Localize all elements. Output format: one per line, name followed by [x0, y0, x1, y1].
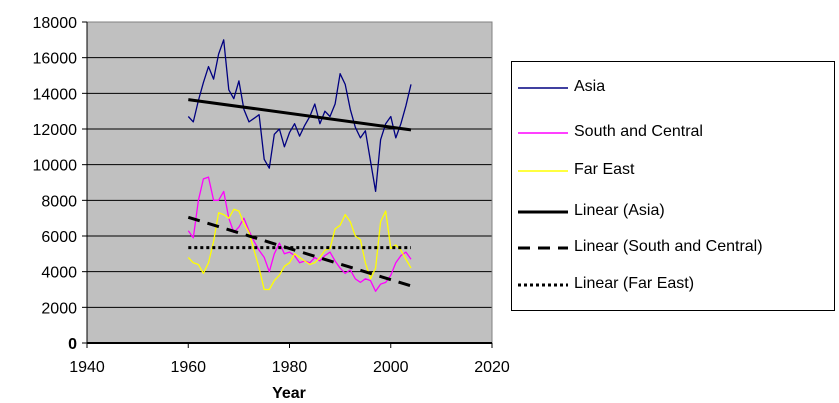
series-line-3: [188, 98, 412, 132]
legend-item: Linear (South and Central): [512, 236, 834, 260]
series-line-2: [187, 208, 412, 291]
legend-swatch: [518, 170, 568, 172]
y-tick-label: 16000: [33, 51, 78, 68]
y-tick-label: 14000: [33, 86, 78, 103]
legend-item: Linear (Far East): [512, 273, 834, 297]
legend: Asia South and Central Far East Linear (Asi…: [511, 61, 835, 311]
legend-item: Far East: [512, 159, 834, 183]
legend-label: Asia: [574, 78, 606, 95]
legend-label: South and Central: [574, 123, 703, 140]
series-layer: [187, 39, 412, 292]
legend-swatch: [518, 87, 568, 89]
y-tick-label: 10000: [33, 158, 78, 175]
legend-swatch: [518, 132, 568, 134]
plot-area: [87, 22, 492, 343]
axes: [82, 21, 493, 348]
y-tick-label: 18000: [33, 15, 78, 32]
legend-swatch: [518, 283, 568, 287]
y-tick-label: 6000: [41, 229, 77, 246]
legend-swatch: [518, 210, 568, 214]
tick-labels: 0 2000 4000 6000 8000 10000 12000 14000 16000 180…: [33, 15, 510, 376]
legend-item: South and Central: [512, 121, 834, 145]
y-tick-label: 8000: [41, 193, 77, 210]
legend-item: Asia: [512, 76, 834, 100]
legend-label: Linear (South and Central): [574, 238, 763, 255]
x-tick-label: 1980: [272, 359, 308, 376]
legend-label: Linear (Asia): [574, 202, 665, 219]
y-tick-label: 4000: [41, 265, 77, 282]
y-tick-label: 12000: [33, 122, 78, 139]
x-axis-title: Year: [272, 385, 306, 402]
legend-swatch: [518, 246, 568, 250]
series-line-1: [187, 176, 412, 292]
y-tick-label: 2000: [41, 300, 77, 317]
x-tick-label: 1940: [69, 359, 105, 376]
x-tick-label: 1960: [170, 359, 206, 376]
legend-item: Linear (Asia): [512, 200, 834, 224]
x-tick-label: 2020: [474, 359, 510, 376]
x-tick-label: 2000: [373, 359, 409, 376]
series-line-0: [187, 39, 412, 193]
legend-label: Linear (Far East): [574, 275, 695, 292]
legend-label: Far East: [574, 161, 635, 178]
y-tick-label: 0: [68, 336, 77, 353]
